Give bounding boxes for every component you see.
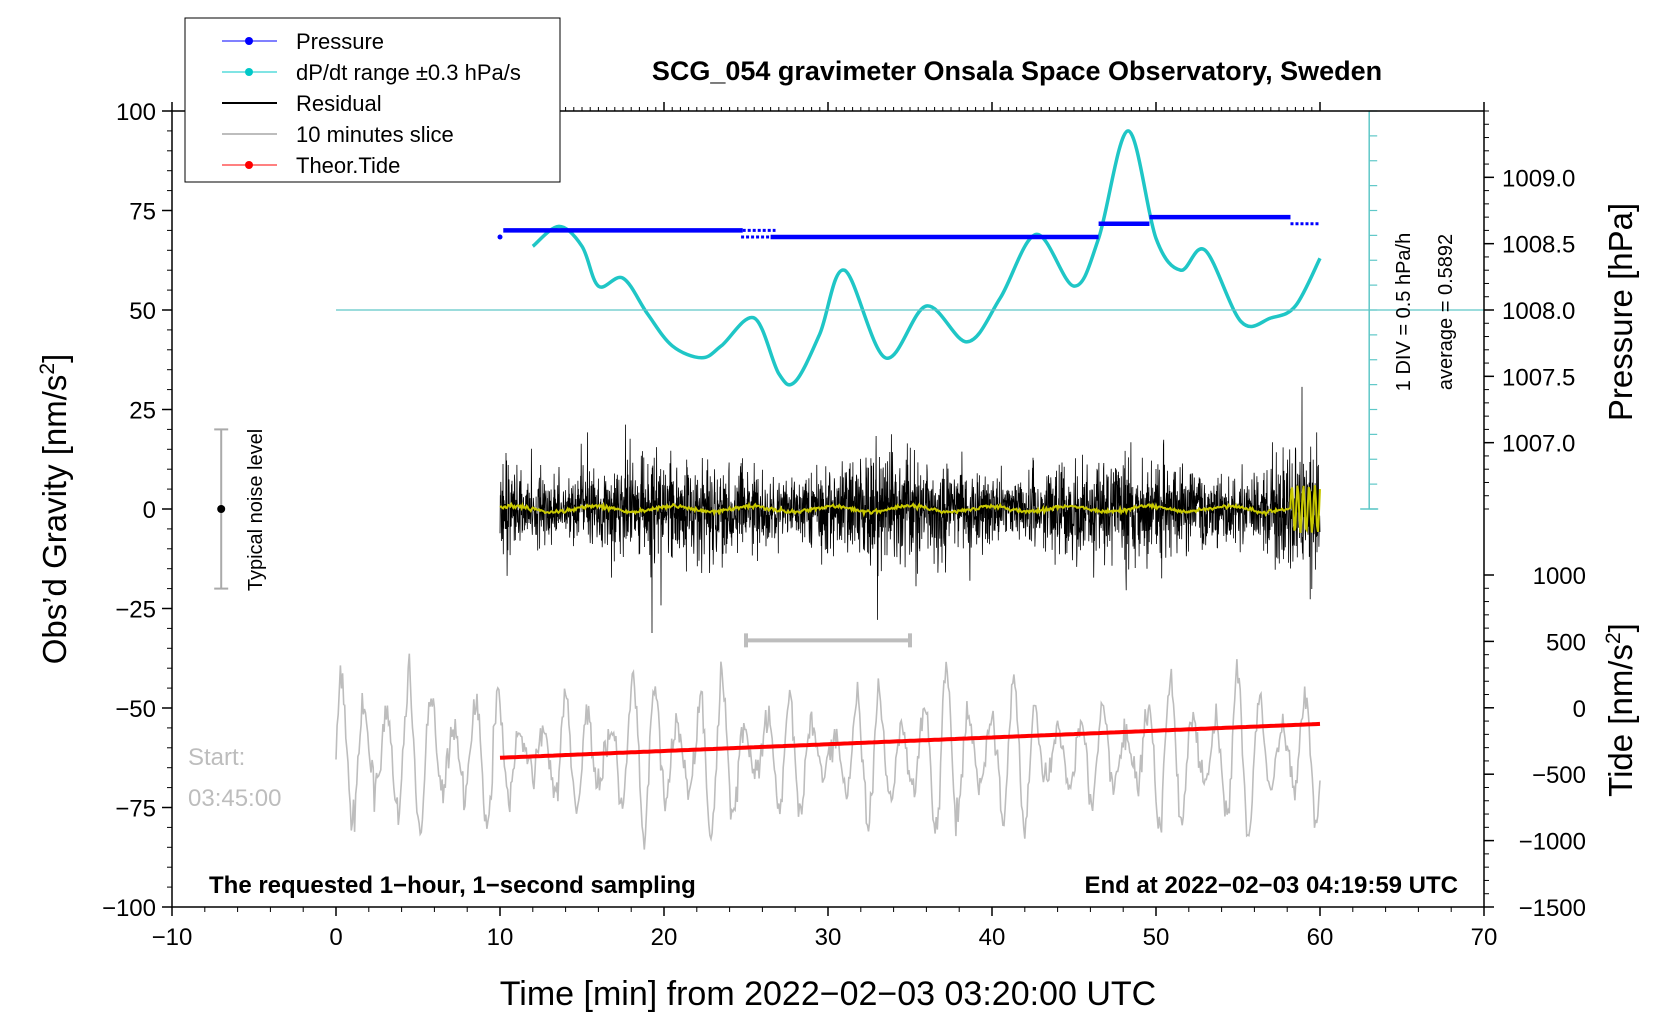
average-note: average = 0.5892 [1435, 234, 1457, 390]
legend-label: Theor.Tide [296, 153, 400, 178]
noise-level-dot [217, 505, 226, 513]
y-axis-label-tide: Tide [nm/s2] [1602, 623, 1639, 797]
start-label: Start: [188, 744, 245, 771]
legend-marker [245, 161, 253, 169]
y-axis-label-tide-end: ] [1602, 623, 1639, 632]
pressure-tick-label: 1008.0 [1502, 298, 1575, 325]
y-axis-label-left-sup: 2 [36, 363, 59, 375]
pressure-point [497, 234, 503, 240]
slice-series-line [335, 653, 1321, 850]
y-axis-label-left-base: Obs’d Gravity [nm/s [36, 375, 73, 665]
legend-marker [245, 37, 253, 45]
y-axis-label-tide-sup: 2 [1602, 632, 1625, 644]
x-tick-label: −10 [152, 924, 193, 951]
x-tick-label: 40 [979, 924, 1006, 951]
x-tick-label: 0 [329, 924, 342, 951]
x-tick-label: 10 [487, 924, 514, 951]
legend-marker [245, 68, 253, 76]
smoothed-residual-line [499, 485, 1321, 534]
tide-tick-label: −1000 [1519, 829, 1586, 856]
y-axis-label-left: Obs’d Gravity [nm/s2] [36, 354, 73, 665]
x-tick-label: 70 [1471, 924, 1498, 951]
y-axis-label-left-end: ] [36, 354, 73, 363]
tide-tick-label: −1500 [1519, 895, 1586, 922]
y-tick-label: 0 [143, 497, 156, 524]
legend-label: Residual [296, 91, 382, 116]
tide-tick-label: 0 [1573, 696, 1586, 723]
x-tick-label: 20 [651, 924, 678, 951]
legend-label: Pressure [296, 29, 384, 54]
theor-tide-line [499, 721, 1321, 760]
tide-tick-label: 1000 [1533, 563, 1586, 590]
x-tick-label: 60 [1307, 924, 1334, 951]
y-tick-label: −25 [115, 597, 156, 624]
y-tick-label: −50 [115, 696, 156, 723]
y-tick-label: 50 [129, 298, 156, 325]
legend: Pressure dP/dt range ±0.3 hPa/s Residual 10… [184, 17, 561, 183]
noise-level-label: Typical noise level [245, 429, 267, 591]
y-axis-label-pressure: Pressure [hPa] [1602, 203, 1639, 421]
tide-tick-label: 500 [1546, 629, 1586, 656]
pressure-tick-label: 1007.5 [1502, 364, 1575, 391]
y-tick-label: 75 [129, 199, 156, 226]
chart-title: SCG_054 gravimeter Onsala Space Observat… [652, 56, 1382, 86]
ticks-layer: −10 0 10 20 30 40 50 60 701007550250−25−50−75−10… [102, 99, 1586, 951]
dpdt-curve-line [531, 129, 1322, 387]
pressure-tick-label: 1007.0 [1502, 431, 1575, 458]
x-tick-label: 50 [1143, 924, 1170, 951]
y-axis-label-tide-base: Tide [nm/s [1602, 644, 1639, 797]
footer-left-note: The requested 1−hour, 1−second sampling [209, 872, 696, 899]
x-axis-label: Time [min] from 2022−02−03 03:20:00 UTC [500, 975, 1156, 1013]
residual-series-line [499, 386, 1321, 634]
y-tick-label: 25 [129, 398, 156, 425]
y-tick-label: −100 [102, 895, 156, 922]
pressure-scale-note: 1 DIV = 0.5 hPa/h [1393, 233, 1415, 391]
series-layer [214, 110, 1484, 850]
legend-label: 10 minutes slice [296, 122, 454, 147]
footer-right-note: End at 2022−02−03 04:19:59 UTC [1084, 872, 1458, 899]
pressure-tick-label: 1009.0 [1502, 165, 1575, 192]
tide-tick-label: −500 [1532, 762, 1586, 789]
legend-box [184, 17, 561, 183]
x-tick-label: 30 [815, 924, 842, 951]
start-time: 03:45:00 [188, 785, 281, 812]
y-tick-label: 100 [116, 99, 156, 126]
pressure-tick-label: 1008.5 [1502, 232, 1575, 259]
y-tick-label: −75 [115, 796, 156, 823]
legend-label: dP/dt range ±0.3 hPa/s [296, 60, 521, 85]
